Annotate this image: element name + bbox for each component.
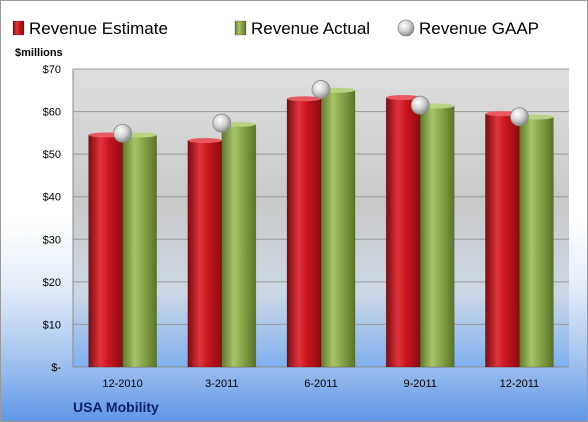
gaap-marker-3 bbox=[410, 95, 430, 115]
x-tick-label: 3-2011 bbox=[205, 378, 238, 390]
y-tick-label: $30 bbox=[43, 234, 61, 246]
actual-bar-3 bbox=[419, 105, 455, 368]
x-tick-label: 6-2011 bbox=[304, 378, 337, 390]
y-tick-label: $- bbox=[51, 362, 61, 374]
gaap-marker-4 bbox=[510, 107, 529, 127]
estimate-bar-3 bbox=[385, 97, 421, 368]
y-tick-label: $60 bbox=[43, 107, 61, 119]
axis-ticks: $- $10 $20 $30 $40 $50 $60 $70 12-2010 3-2011 6-20… bbox=[43, 64, 540, 390]
estimate-bar-top-1 bbox=[187, 138, 222, 144]
y-tick-label: $50 bbox=[43, 149, 61, 161]
estimate-bar-2 bbox=[286, 98, 322, 368]
actual-bar-2 bbox=[320, 89, 356, 368]
y-axis-unit-label: $millions bbox=[15, 47, 63, 59]
actual-bar-0 bbox=[122, 134, 157, 368]
x-tick-label: 12-2010 bbox=[102, 378, 142, 390]
gaap-marker-2 bbox=[311, 80, 331, 99]
x-tick-label: 9-2011 bbox=[403, 378, 436, 390]
legend: Revenue Estimate Revenue Actual Revenue GA… bbox=[12, 19, 539, 38]
y-tick-label: $20 bbox=[43, 277, 61, 289]
estimate-bar-top-2 bbox=[287, 96, 321, 102]
estimate-bar-1 bbox=[187, 140, 223, 368]
legend-label: Revenue Actual bbox=[251, 19, 370, 38]
bars bbox=[88, 87, 554, 368]
estimate-bar-top-3 bbox=[386, 95, 421, 101]
legend-estimate-swatch bbox=[12, 20, 25, 36]
legend-actual-swatch bbox=[234, 20, 247, 36]
y-tick-label: $40 bbox=[43, 192, 61, 204]
company-label: USA Mobility bbox=[73, 399, 159, 415]
actual-bar-1 bbox=[221, 124, 257, 368]
gaap-markers bbox=[113, 80, 529, 143]
gaap-marker-0 bbox=[113, 123, 132, 143]
actual-bar-4 bbox=[519, 116, 554, 368]
legend-label: Revenue GAAP bbox=[419, 19, 539, 38]
gaap-marker-1 bbox=[212, 113, 232, 133]
y-tick-label: $70 bbox=[43, 64, 61, 76]
estimate-bar-4 bbox=[485, 113, 520, 368]
estimate-bar-0 bbox=[88, 134, 123, 368]
x-tick-label: 12-2011 bbox=[500, 378, 540, 390]
legend-gaap-swatch bbox=[397, 19, 415, 37]
legend-label: Revenue Estimate bbox=[29, 19, 168, 38]
y-tick-label: $10 bbox=[43, 319, 61, 331]
